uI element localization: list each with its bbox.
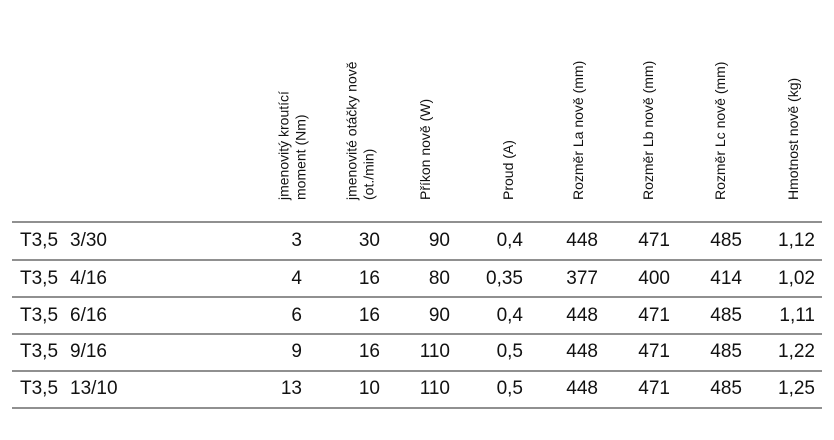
cell-value: 485 — [710, 378, 742, 399]
column-header: Příkon nově (W) — [417, 99, 433, 200]
cell-value: 448 — [566, 341, 598, 362]
cell-value: 110 — [420, 341, 450, 362]
row-model: 4/16 — [70, 268, 107, 289]
cell-value: 471 — [638, 230, 670, 251]
column-header: jmenovité otáčky nově — [344, 61, 360, 201]
cell-value: 13 — [281, 378, 302, 399]
cell-value: 485 — [710, 305, 742, 326]
cell-value: 30 — [359, 230, 380, 251]
cell-value: 3 — [291, 230, 302, 251]
cell-value: 0,5 — [497, 341, 523, 362]
row-type: T3,5 — [20, 341, 58, 362]
row-type: T3,5 — [20, 378, 58, 399]
cell-value: 471 — [638, 378, 670, 399]
cell-value: 471 — [638, 341, 670, 362]
cell-value: 6 — [291, 305, 302, 326]
column-header: jmenovitý kroutící — [276, 91, 292, 201]
cell-value: 1,25 — [778, 378, 815, 399]
column-header: Rozměr La nově (mm) — [570, 61, 586, 200]
cell-value: 1,22 — [778, 341, 815, 362]
cell-value: 1,11 — [779, 305, 815, 326]
cell-value: 4 — [291, 268, 302, 289]
cell-value: 10 — [359, 378, 380, 399]
column-header: Hmotnost nově (kg) — [785, 78, 801, 200]
cell-value: 485 — [710, 230, 742, 251]
cell-value: 400 — [638, 268, 670, 289]
row-type: T3,5 — [20, 268, 58, 289]
cell-value: 0,4 — [497, 230, 524, 251]
cell-value: 485 — [710, 341, 742, 362]
column-header: Rozměr Lb nově (mm) — [640, 61, 656, 200]
column-header: moment (Nm) — [293, 114, 309, 200]
cell-value: 414 — [710, 268, 742, 289]
cell-value: 90 — [429, 230, 450, 251]
cell-value: 471 — [638, 305, 670, 326]
row-model: 6/16 — [70, 305, 107, 326]
cell-value: 1,02 — [778, 268, 815, 289]
cell-value: 80 — [429, 268, 450, 289]
row-type: T3,5 — [20, 230, 58, 251]
cell-value: 448 — [566, 378, 598, 399]
cell-value: 448 — [566, 305, 598, 326]
row-model: 3/30 — [70, 230, 107, 251]
cell-value: 9 — [291, 341, 302, 362]
cell-value: 16 — [359, 341, 380, 362]
cell-value: 16 — [359, 305, 380, 326]
column-header: (ot./min) — [361, 149, 377, 200]
cell-value: 1,12 — [778, 230, 815, 251]
cell-value: 110 — [420, 378, 450, 399]
row-model: 9/16 — [70, 341, 107, 362]
column-header: Proud (A) — [500, 140, 516, 200]
row-type: T3,5 — [20, 305, 58, 326]
row-model: 13/10 — [70, 378, 118, 399]
cell-value: 377 — [566, 268, 598, 289]
cell-value: 0,35 — [486, 268, 523, 289]
cell-value: 16 — [359, 268, 380, 289]
cell-value: 0,5 — [497, 378, 523, 399]
cell-value: 0,4 — [497, 305, 524, 326]
cell-value: 448 — [566, 230, 598, 251]
column-header: Rozměr Lc nově (mm) — [712, 62, 728, 200]
cell-value: 90 — [429, 305, 450, 326]
